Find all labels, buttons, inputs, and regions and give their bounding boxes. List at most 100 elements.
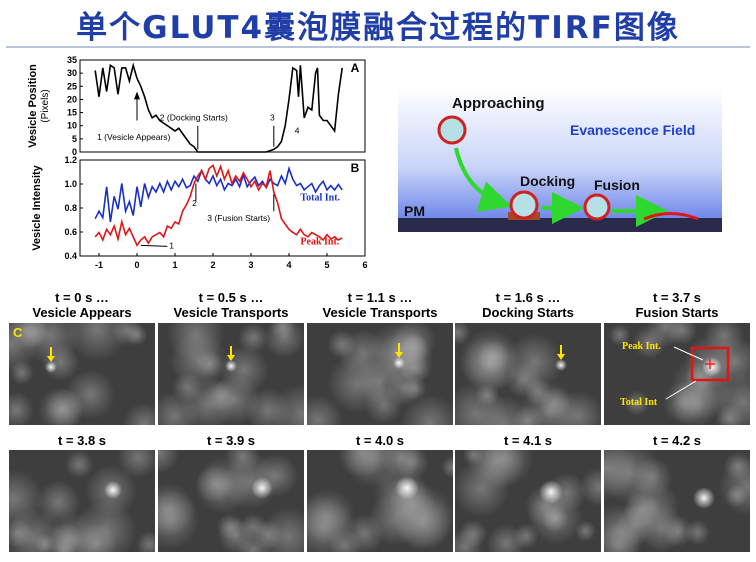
background-haze: [9, 469, 44, 529]
background-haze: [632, 457, 673, 498]
approaching-vesicle: [437, 115, 467, 145]
vesicle-spot: [104, 481, 122, 499]
x-tick-label: 0: [134, 260, 139, 270]
tirf-frame: C: [9, 323, 155, 425]
vesicle-spot: [693, 487, 715, 509]
frame-time: t = 0.5 s …: [198, 290, 264, 305]
vesicle-spot: [702, 357, 722, 377]
approach-arrow: [454, 147, 512, 213]
background-haze: [195, 457, 251, 514]
fused-membrane: [643, 212, 699, 221]
background-haze: [271, 383, 304, 425]
frame-label: t = 1.6 s … Docking Starts: [454, 290, 602, 320]
frame-time: t = 1.1 s …: [347, 290, 413, 305]
x-tick-label: 3: [248, 260, 253, 270]
tirf-frame: [9, 450, 155, 552]
y-axis-label-a: Vesicle Position: [27, 64, 39, 148]
tirf-frame: [455, 323, 601, 425]
background-haze: [604, 450, 638, 500]
y-tick-label: 10: [67, 121, 77, 131]
frame-time: t = 3.9 s: [206, 433, 256, 448]
annotation-fusion-starts: 3 (Fusion Starts): [207, 213, 270, 223]
series-line-0: [94, 165, 343, 223]
fusing-vesicle: [583, 193, 611, 221]
annotation-arrow-b1: [140, 244, 168, 247]
background-haze: [36, 480, 81, 524]
x-tick-label: 1: [172, 260, 177, 270]
background-haze: [75, 523, 118, 552]
y-tick-label: 0.8: [64, 203, 77, 213]
background-haze: [459, 519, 488, 548]
vesicle-spot: [225, 360, 237, 372]
y-axis-unit-a: (Pixels): [40, 89, 51, 122]
annotation-vesicle-appears: 1 (Vesicle Appears): [97, 132, 170, 142]
annotation-b-1: 1: [169, 241, 174, 251]
background-haze: [236, 532, 271, 552]
background-haze: [327, 330, 356, 359]
frame-caption: Vesicle Transports: [322, 305, 438, 320]
title-divider: [6, 46, 750, 48]
schematic-diagram: Approaching Evanescence Field Docking Fu…: [398, 88, 722, 232]
plasma-membrane: [398, 218, 722, 232]
background-haze: [9, 323, 38, 372]
evanescence-field-background: [398, 88, 722, 232]
frame-time: t = 4.0 s: [355, 433, 405, 448]
background-haze: [670, 355, 734, 419]
background-haze: [441, 456, 453, 479]
frame-time: t = 0 s …: [55, 290, 109, 305]
annotation-b-2: 2: [192, 198, 197, 208]
peak-int-label: Peak Int.: [622, 341, 661, 352]
docking-vesicle: [509, 190, 539, 220]
background-haze: [44, 389, 85, 425]
series-line-0: [94, 62, 343, 153]
annotation-arrowhead-1: [134, 91, 140, 100]
frame-label: t = 1.1 s … Vesicle Transports: [306, 290, 454, 320]
background-haze: [158, 391, 199, 425]
fusion-label: Fusion: [594, 177, 640, 193]
background-haze: [541, 505, 569, 533]
background-haze: [238, 323, 269, 353]
background-haze: [725, 484, 748, 508]
background-haze: [9, 392, 35, 425]
y-tick-label: 20: [67, 94, 77, 104]
legend-total-int: Total Int.: [300, 193, 340, 204]
background-haze: [205, 379, 238, 412]
vesicle-marker-arrow: [47, 356, 55, 362]
annotation-docking-starts: 2 (Docking Starts): [160, 112, 228, 122]
background-haze: [259, 507, 304, 552]
vesicle-marker-arrow: [227, 355, 235, 361]
y-tick-label: 1.0: [64, 179, 77, 189]
frame-time: t = 3.8 s: [57, 433, 107, 448]
background-haze: [455, 460, 510, 517]
frame-label: t = 3.7 s Fusion Starts: [603, 290, 751, 320]
x-tick-label: -1: [95, 260, 103, 270]
vesicle-marker-arrow: [395, 352, 403, 358]
vesicle-spot: [555, 359, 567, 371]
background-haze: [667, 323, 698, 345]
background-haze: [270, 323, 296, 340]
panel-c-label: C: [13, 325, 23, 340]
background-haze: [307, 496, 354, 552]
background-haze: [513, 523, 539, 550]
background-haze: [344, 514, 385, 552]
background-haze: [476, 340, 510, 374]
chart-b: 0.4 0.6 0.8 1.0 1.2 -1 0 1 2 3 4 5 6 B Vesicle Intensi…: [31, 155, 368, 270]
background-haze: [9, 518, 34, 548]
y-tick-label: 35: [67, 55, 77, 65]
background-haze: [624, 390, 650, 416]
x-tick-label: 4: [286, 260, 291, 270]
y-axis-label-b: Vesicle Intensity: [31, 164, 43, 250]
frame-time: t = 4.1 s: [503, 433, 553, 448]
docking-label: Docking: [520, 173, 575, 189]
tirf-frame: [307, 450, 453, 552]
background-haze: [122, 402, 155, 425]
x-tick-label: 5: [324, 260, 329, 270]
frame-label: t = 0 s … Vesicle Appears: [8, 290, 156, 320]
background-haze: [506, 333, 564, 391]
tirf-frame: Peak Int. Total Int: [604, 323, 750, 425]
frame-caption: Vesicle Appears: [32, 305, 132, 320]
y-tick-label: 0.6: [64, 227, 77, 237]
background-haze: [624, 479, 680, 535]
frame-time: t = 1.6 s …: [495, 290, 561, 305]
